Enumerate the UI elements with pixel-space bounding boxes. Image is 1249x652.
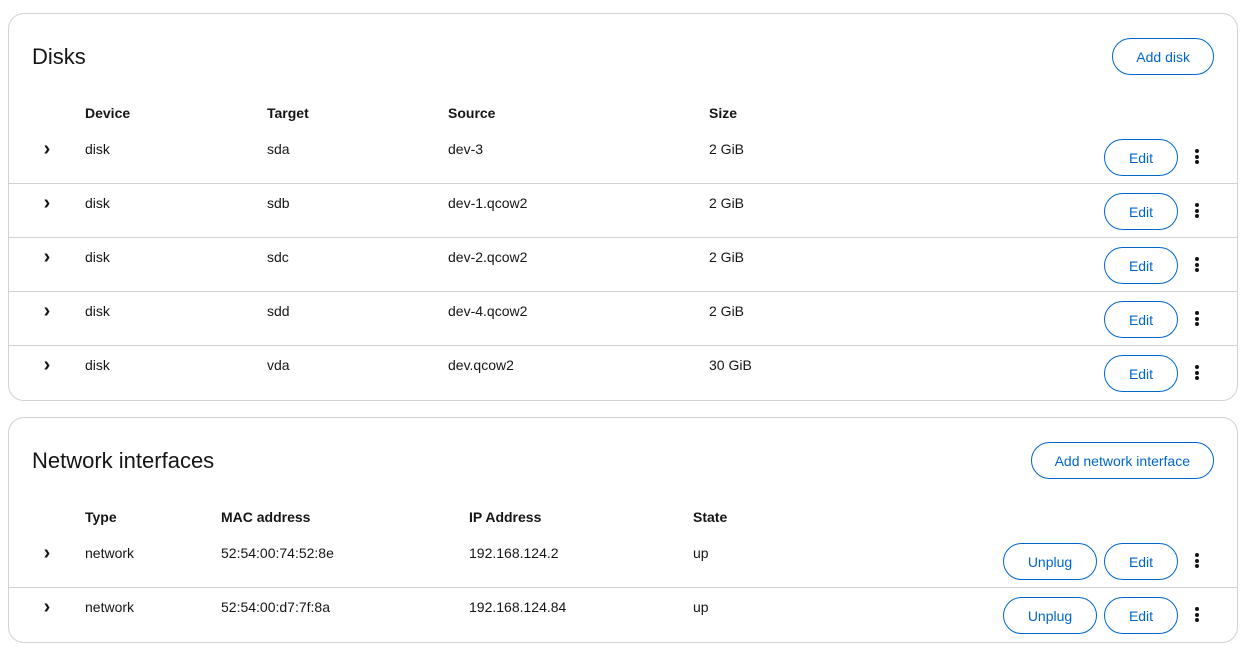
cell-target: sdb <box>267 195 290 211</box>
kebab-menu-icon <box>1189 311 1205 327</box>
chevron-right-icon: › <box>43 596 51 618</box>
cell-target: sda <box>267 141 290 157</box>
column-header-device: Device <box>85 105 131 121</box>
column-header-size: Size <box>709 105 738 121</box>
cell-device: disk <box>85 303 110 319</box>
expand-row-button[interactable]: › <box>39 139 55 159</box>
disks-title: Disks <box>32 44 86 69</box>
table-row: › disk sdd dev-4.qcow2 2 GiB Edit <box>9 292 1237 346</box>
expand-row-button[interactable]: › <box>39 597 55 617</box>
cell-state: up <box>693 599 709 615</box>
add-disk-button[interactable]: Add disk <box>1112 38 1214 75</box>
kebab-menu-button[interactable] <box>1189 363 1205 383</box>
cell-target: sdd <box>267 303 290 319</box>
kebab-menu-button[interactable] <box>1189 605 1205 625</box>
cell-ip-address: 192.168.124.2 <box>469 545 559 561</box>
edit-button[interactable]: Edit <box>1104 355 1178 392</box>
cell-source: dev-3 <box>448 141 484 157</box>
cell-ip-address: 192.168.124.84 <box>469 599 567 615</box>
cell-source: dev-4.qcow2 <box>448 303 528 319</box>
column-header-mac-address: MAC address <box>221 509 311 525</box>
expand-row-button[interactable]: › <box>39 301 55 321</box>
table-row: › disk sda dev-3 2 GiB Edit <box>9 130 1237 184</box>
cell-source: dev-2.qcow2 <box>448 249 528 265</box>
edit-button[interactable]: Edit <box>1104 597 1178 634</box>
unplug-button[interactable]: Unplug <box>1003 597 1097 634</box>
edit-button[interactable]: Edit <box>1104 301 1178 338</box>
cell-target: vda <box>267 357 290 373</box>
edit-button[interactable]: Edit <box>1104 193 1178 230</box>
cell-source: dev-1.qcow2 <box>448 195 528 211</box>
chevron-right-icon: › <box>43 192 51 214</box>
cell-device: disk <box>85 357 110 373</box>
edit-button[interactable]: Edit <box>1104 543 1178 580</box>
table-row: › disk vda dev.qcow2 30 GiB Edit <box>9 346 1237 400</box>
chevron-right-icon: › <box>43 300 51 322</box>
cell-type: network <box>85 545 135 561</box>
kebab-menu-button[interactable] <box>1189 201 1205 221</box>
unplug-button[interactable]: Unplug <box>1003 543 1097 580</box>
network-interfaces-card: Network interfaces Add network interface… <box>8 417 1238 643</box>
cell-mac-address: 52:54:00:d7:7f:8a <box>221 599 330 615</box>
disks-card: Disks Add disk Device Target Source Size › di… <box>8 13 1238 401</box>
expand-row-button[interactable]: › <box>39 193 55 213</box>
column-header-source: Source <box>448 105 496 121</box>
kebab-menu-button[interactable] <box>1189 255 1205 275</box>
column-header-target: Target <box>267 105 309 121</box>
kebab-menu-icon <box>1189 365 1205 381</box>
cell-mac-address: 52:54:00:74:52:8e <box>221 545 334 561</box>
cell-device: disk <box>85 249 110 265</box>
edit-button[interactable]: Edit <box>1104 247 1178 284</box>
cell-size: 2 GiB <box>709 303 745 319</box>
expand-row-button[interactable]: › <box>39 247 55 267</box>
expand-row-button[interactable]: › <box>39 355 55 375</box>
chevron-right-icon: › <box>43 138 51 160</box>
cell-size: 2 GiB <box>709 195 745 211</box>
cell-device: disk <box>85 195 110 211</box>
cell-size: 2 GiB <box>709 249 745 265</box>
cell-size: 30 GiB <box>709 357 752 373</box>
kebab-menu-button[interactable] <box>1189 147 1205 167</box>
kebab-menu-icon <box>1189 607 1205 623</box>
chevron-right-icon: › <box>43 246 51 268</box>
expand-row-button[interactable]: › <box>39 543 55 563</box>
column-header-state: State <box>693 509 728 525</box>
add-network-interface-button[interactable]: Add network interface <box>1030 442 1214 479</box>
cell-state: up <box>693 545 709 561</box>
cell-size: 2 GiB <box>709 141 745 157</box>
column-header-type: Type <box>85 509 117 525</box>
table-row: › network 52:54:00:74:52:8e 192.168.124.2 up… <box>9 534 1237 588</box>
column-header-ip-address: IP Address <box>469 509 542 525</box>
table-row: › network 52:54:00:d7:7f:8a 192.168.124.84 u… <box>9 588 1237 642</box>
kebab-menu-icon <box>1189 257 1205 273</box>
cell-source: dev.qcow2 <box>448 357 514 373</box>
table-row: › disk sdc dev-2.qcow2 2 GiB Edit <box>9 238 1237 292</box>
chevron-right-icon: › <box>43 354 51 376</box>
network-interfaces-title: Network interfaces <box>32 448 215 473</box>
table-row: › disk sdb dev-1.qcow2 2 GiB Edit <box>9 184 1237 238</box>
kebab-menu-button[interactable] <box>1189 309 1205 329</box>
chevron-right-icon: › <box>43 542 51 564</box>
cell-device: disk <box>85 141 110 157</box>
edit-button[interactable]: Edit <box>1104 139 1178 176</box>
kebab-menu-button[interactable] <box>1189 551 1205 571</box>
kebab-menu-icon <box>1189 149 1205 165</box>
kebab-menu-icon <box>1189 203 1205 219</box>
cell-target: sdc <box>267 249 289 265</box>
kebab-menu-icon <box>1189 553 1205 569</box>
cell-type: network <box>85 599 135 615</box>
